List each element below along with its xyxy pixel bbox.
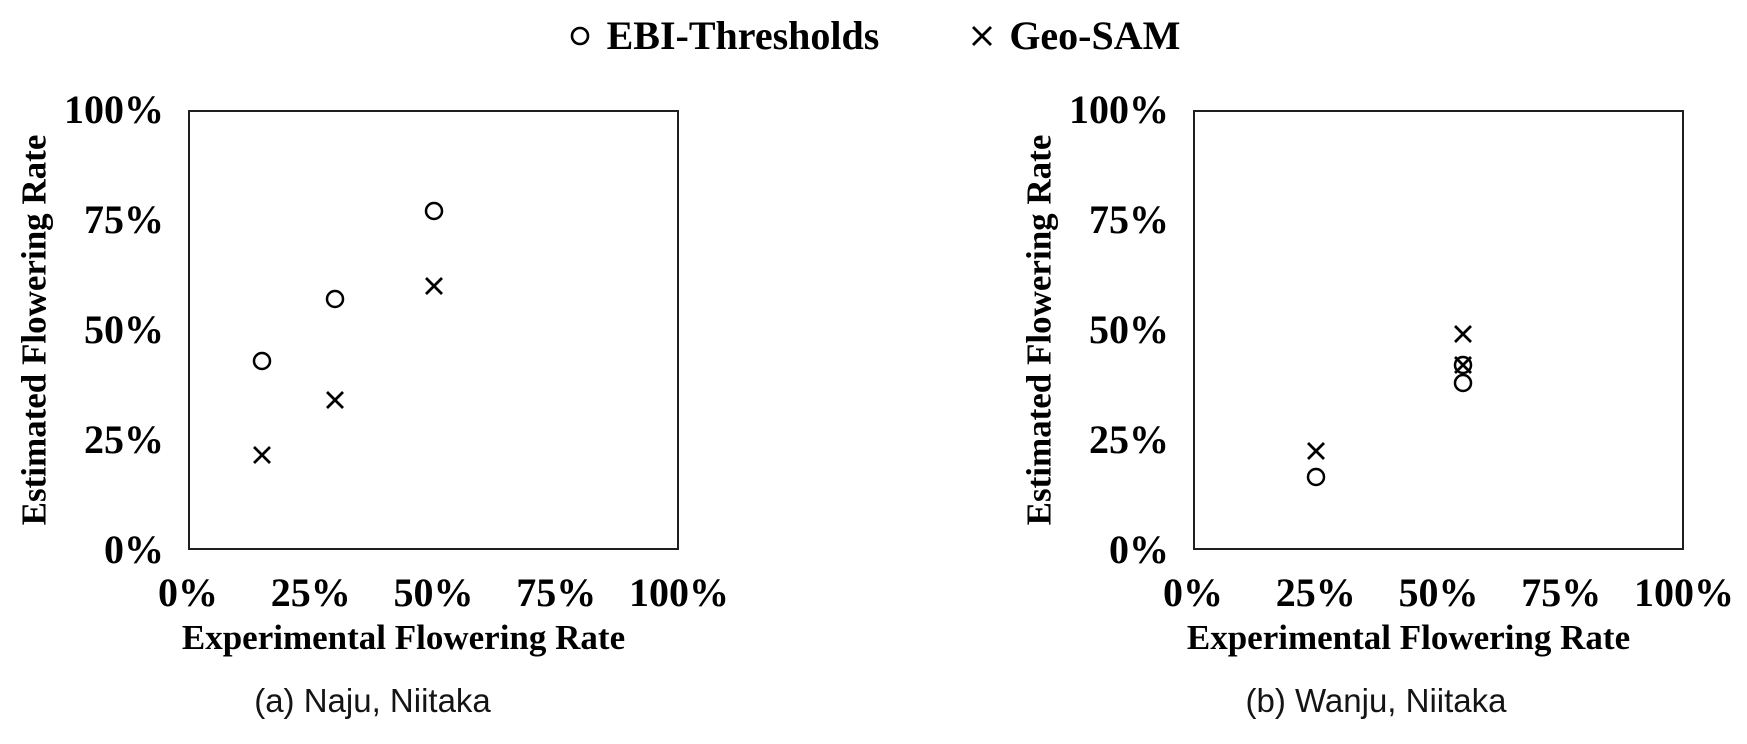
legend-label-ebi-thresholds: EBI-Thresholds bbox=[606, 13, 880, 58]
y-tick-label: 100% bbox=[64, 87, 164, 132]
x-tick-label: 25% bbox=[270, 570, 351, 615]
data-point-x bbox=[326, 391, 345, 410]
y-tick-label: 75% bbox=[84, 197, 164, 242]
data-point-circle bbox=[1453, 355, 1473, 375]
y-tick-label: 50% bbox=[1089, 307, 1169, 352]
x-tick-label: 100% bbox=[629, 570, 729, 615]
y-tick-label: 25% bbox=[84, 417, 164, 462]
data-point-x bbox=[1306, 442, 1325, 460]
subplot-b: Estimated Flowering Rate 0% 25% 50% 75% 100%… bbox=[1005, 0, 1747, 744]
y-tick-label: 50% bbox=[84, 307, 164, 352]
data-point-circle bbox=[252, 351, 271, 371]
legend-label-geo-sam: Geo-SAM bbox=[1009, 13, 1181, 58]
x-tick-label: 75% bbox=[516, 570, 597, 615]
plot-area bbox=[188, 110, 679, 550]
data-point-x bbox=[1454, 325, 1473, 344]
data-point-x bbox=[1454, 356, 1473, 375]
data-point-x bbox=[252, 446, 271, 465]
y-tick-label: 0% bbox=[104, 527, 164, 572]
x-axis-title: Experimental Flowering Rate bbox=[181, 618, 626, 657]
data-point-circle bbox=[1453, 373, 1473, 393]
plot-area bbox=[1193, 110, 1684, 550]
x-tick-label: 25% bbox=[1275, 570, 1356, 615]
circle-marker-icon bbox=[570, 26, 589, 46]
subplot-caption: (a) Naju, Niitaka bbox=[254, 682, 491, 719]
legend-item-geo-sam: Geo-SAM bbox=[969, 12, 1180, 60]
x-axis-title: Experimental Flowering Rate bbox=[1186, 618, 1631, 657]
x-marker-icon bbox=[972, 26, 993, 46]
x-tick-label: 50% bbox=[393, 570, 474, 615]
x-tick-label: 0% bbox=[1163, 570, 1223, 615]
y-tick-label: 0% bbox=[1109, 527, 1169, 572]
y-tick-label: 100% bbox=[1069, 87, 1169, 132]
legend-item-ebi-thresholds: EBI-Thresholds bbox=[567, 12, 880, 60]
data-point-circle bbox=[424, 201, 443, 221]
data-point-x bbox=[424, 277, 443, 295]
x-tick-label: 0% bbox=[158, 570, 218, 615]
x-tick-label: 50% bbox=[1398, 570, 1479, 615]
y-tick-label: 25% bbox=[1089, 417, 1169, 462]
data-point-circle bbox=[1306, 468, 1325, 487]
x-tick-label: 100% bbox=[1634, 570, 1734, 615]
x-tick-label: 75% bbox=[1521, 570, 1602, 615]
subplot-caption: (b) Wanju, Niitaka bbox=[1245, 682, 1507, 719]
y-tick-label: 75% bbox=[1089, 197, 1169, 242]
subplot-a: Estimated Flowering Rate 0% 25% 50% 75% 100%… bbox=[0, 0, 745, 744]
data-point-circle bbox=[326, 289, 345, 309]
legend: EBI-Thresholds Geo-SAM bbox=[0, 12, 1747, 60]
